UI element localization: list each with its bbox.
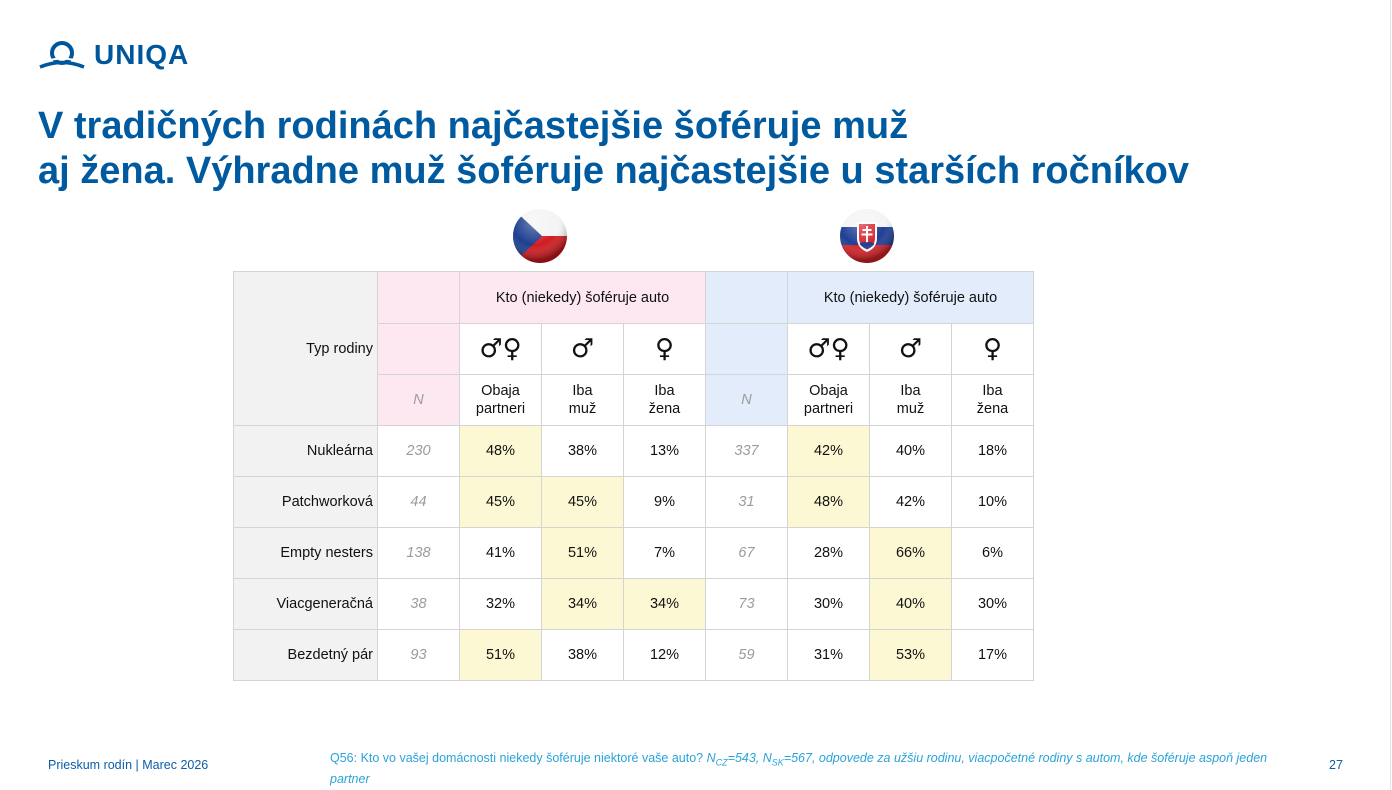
row-label: Empty nesters xyxy=(233,527,378,579)
page-title: V tradičných rodinách najčastejšie šofér… xyxy=(38,104,1358,194)
cz-symbol-spacer xyxy=(377,323,460,375)
slovak-flag-icon xyxy=(840,209,894,263)
title-line-1: V tradičných rodinách najčastejšie šofér… xyxy=(38,105,909,147)
sk-value-cell: 48% xyxy=(787,476,870,528)
cz-value-cell: 9% xyxy=(623,476,706,528)
sk-n-value: 337 xyxy=(705,425,788,477)
title-line-2: aj žena. Výhradne muž šoféruje najčastej… xyxy=(38,150,1190,192)
cz-value-cell: 32% xyxy=(459,578,542,630)
male-icon: ♂ xyxy=(541,323,624,375)
sk-value-cell: 66% xyxy=(869,527,952,579)
uniqa-logo-icon xyxy=(39,41,85,69)
logo-text: UNIQA xyxy=(94,39,190,70)
cz-n-label: N xyxy=(377,374,460,426)
sk-value-cell: 17% xyxy=(951,629,1034,681)
col-label-male: Iba muž xyxy=(869,374,952,426)
czech-flag-icon xyxy=(513,209,567,263)
sk-symbol-spacer xyxy=(705,323,788,375)
cz-value-cell: 48% xyxy=(459,425,542,477)
cz-value-cell: 38% xyxy=(541,425,624,477)
sk-n-value: 59 xyxy=(705,629,788,681)
cz-value-cell: 7% xyxy=(623,527,706,579)
cz-n-value: 93 xyxy=(377,629,460,681)
table-row: Empty nesters 138 41% 51% 7% 67 28% 66% 6% xyxy=(233,527,1034,579)
sk-value-cell: 28% xyxy=(787,527,870,579)
table-row: Patchworková 44 45% 45% 9% 31 48% 42% 10% xyxy=(233,476,1034,528)
sk-n-label: N xyxy=(705,374,788,426)
cz-header-spacer xyxy=(377,271,460,324)
female-icon: ♀ xyxy=(951,323,1034,375)
cz-value-cell: 45% xyxy=(459,476,542,528)
female-icon: ♀ xyxy=(623,323,706,375)
cz-value-cell: 51% xyxy=(541,527,624,579)
cz-value-cell: 13% xyxy=(623,425,706,477)
cz-n-value: 230 xyxy=(377,425,460,477)
table-row: Bezdetný pár 93 51% 38% 12% 59 31% 53% 17% xyxy=(233,629,1034,681)
cz-value-cell: 45% xyxy=(541,476,624,528)
both-gender-icon: ♂♀ xyxy=(787,323,870,375)
uniqa-logo: UNIQA xyxy=(38,39,189,71)
table-row: Nukleárna 230 48% 38% 13% 337 42% 40% 18% xyxy=(233,425,1034,477)
cz-value-cell: 51% xyxy=(459,629,542,681)
row-label: Patchworková xyxy=(233,476,378,528)
col-label-both: Obaja partneri xyxy=(787,374,870,426)
col-label-female: Iba žena xyxy=(623,374,706,426)
sk-value-cell: 40% xyxy=(869,578,952,630)
row-label: Nukleárna xyxy=(233,425,378,477)
sk-value-cell: 31% xyxy=(787,629,870,681)
cz-value-cell: 12% xyxy=(623,629,706,681)
sk-n-value: 73 xyxy=(705,578,788,630)
sk-n-value: 31 xyxy=(705,476,788,528)
sk-header-spacer xyxy=(705,271,788,324)
row-label: Bezdetný pár xyxy=(233,629,378,681)
sk-value-cell: 6% xyxy=(951,527,1034,579)
cz-value-cell: 34% xyxy=(623,578,706,630)
cz-n-value: 44 xyxy=(377,476,460,528)
sk-value-cell: 18% xyxy=(951,425,1034,477)
sk-value-cell: 42% xyxy=(869,476,952,528)
cz-value-cell: 34% xyxy=(541,578,624,630)
col-label-both: Obaja partneri xyxy=(459,374,542,426)
cz-group-header: Kto (niekedy) šoféruje auto xyxy=(459,271,706,324)
sk-value-cell: 40% xyxy=(869,425,952,477)
sk-value-cell: 30% xyxy=(787,578,870,630)
slide-edge-divider xyxy=(1390,0,1391,790)
row-label: Viacgeneračná xyxy=(233,578,378,630)
sk-n-value: 67 xyxy=(705,527,788,579)
footer-question-note: Q56: Kto vo vašej domácnosti niekedy šof… xyxy=(330,751,1268,786)
footer-survey-label: Prieskum rodín | Marec 2026 xyxy=(48,758,209,772)
both-gender-icon: ♂♀ xyxy=(459,323,542,375)
sk-group-header: Kto (niekedy) šoféruje auto xyxy=(787,271,1034,324)
cz-value-cell: 41% xyxy=(459,527,542,579)
col-label-male: Iba muž xyxy=(541,374,624,426)
sk-value-cell: 10% xyxy=(951,476,1034,528)
cz-value-cell: 38% xyxy=(541,629,624,681)
sk-value-cell: 53% xyxy=(869,629,952,681)
table-row: Viacgeneračná 38 32% 34% 34% 73 30% 40% 30% xyxy=(233,578,1034,630)
cz-n-value: 138 xyxy=(377,527,460,579)
male-icon: ♂ xyxy=(869,323,952,375)
cz-n-value: 38 xyxy=(377,578,460,630)
col-label-female: Iba žena xyxy=(951,374,1034,426)
row-header: Typ rodiny xyxy=(233,271,378,426)
results-table: Typ rodiny Kto (niekedy) šoféruje auto K… xyxy=(233,271,1034,681)
sk-value-cell: 42% xyxy=(787,425,870,477)
sk-value-cell: 30% xyxy=(951,578,1034,630)
page-number: 27 xyxy=(1329,758,1343,772)
